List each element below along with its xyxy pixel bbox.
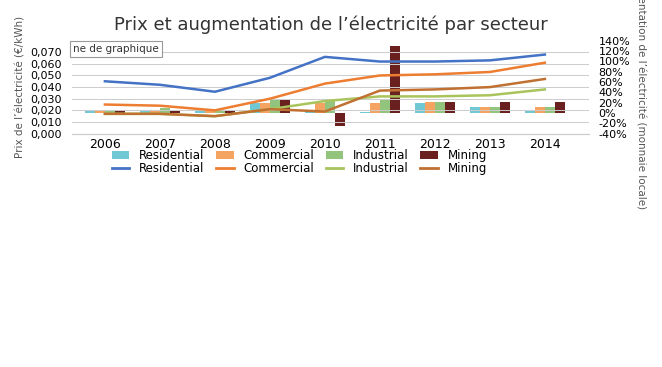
Bar [360, 112, 370, 113]
Bar [525, 111, 535, 113]
Bar [555, 102, 565, 113]
Bar [195, 111, 205, 113]
Bar [535, 107, 545, 113]
Bar [390, 46, 400, 113]
Bar [470, 107, 480, 113]
Bar [370, 103, 380, 113]
Bar [115, 110, 124, 113]
Bar [150, 111, 160, 113]
Bar [140, 111, 150, 113]
Bar [480, 107, 490, 113]
Bar [225, 111, 235, 113]
Bar [425, 102, 435, 113]
Bar [280, 100, 290, 113]
Bar [270, 100, 280, 113]
Bar [85, 110, 95, 113]
Bar [205, 111, 215, 113]
Bar [415, 103, 425, 113]
Bar [435, 102, 445, 113]
Bar [545, 107, 555, 113]
Bar [445, 102, 455, 113]
Text: ne de graphique: ne de graphique [73, 44, 159, 54]
Bar [215, 111, 225, 113]
Bar [315, 103, 325, 113]
Bar [250, 103, 260, 113]
Bar [260, 103, 270, 113]
Bar [95, 110, 105, 113]
Legend: Residential, Commercial, Industrial, Mining: Residential, Commercial, Industrial, Min… [107, 157, 492, 180]
Bar [500, 102, 510, 113]
Bar [490, 107, 500, 113]
Bar [160, 108, 169, 113]
Bar [305, 111, 315, 113]
Title: Prix et augmentation de l’électricité par secteur: Prix et augmentation de l’électricité pa… [113, 15, 547, 33]
Bar [325, 100, 335, 113]
Bar [380, 100, 390, 113]
Bar [335, 113, 345, 126]
Y-axis label: Augmentation de l’électricité (monnaie locale): Augmentation de l’électricité (monnaie l… [636, 0, 647, 209]
Bar [169, 111, 179, 113]
Bar [105, 110, 115, 113]
Y-axis label: Prix de l’électricité (€/kWh): Prix de l’électricité (€/kWh) [15, 16, 25, 158]
